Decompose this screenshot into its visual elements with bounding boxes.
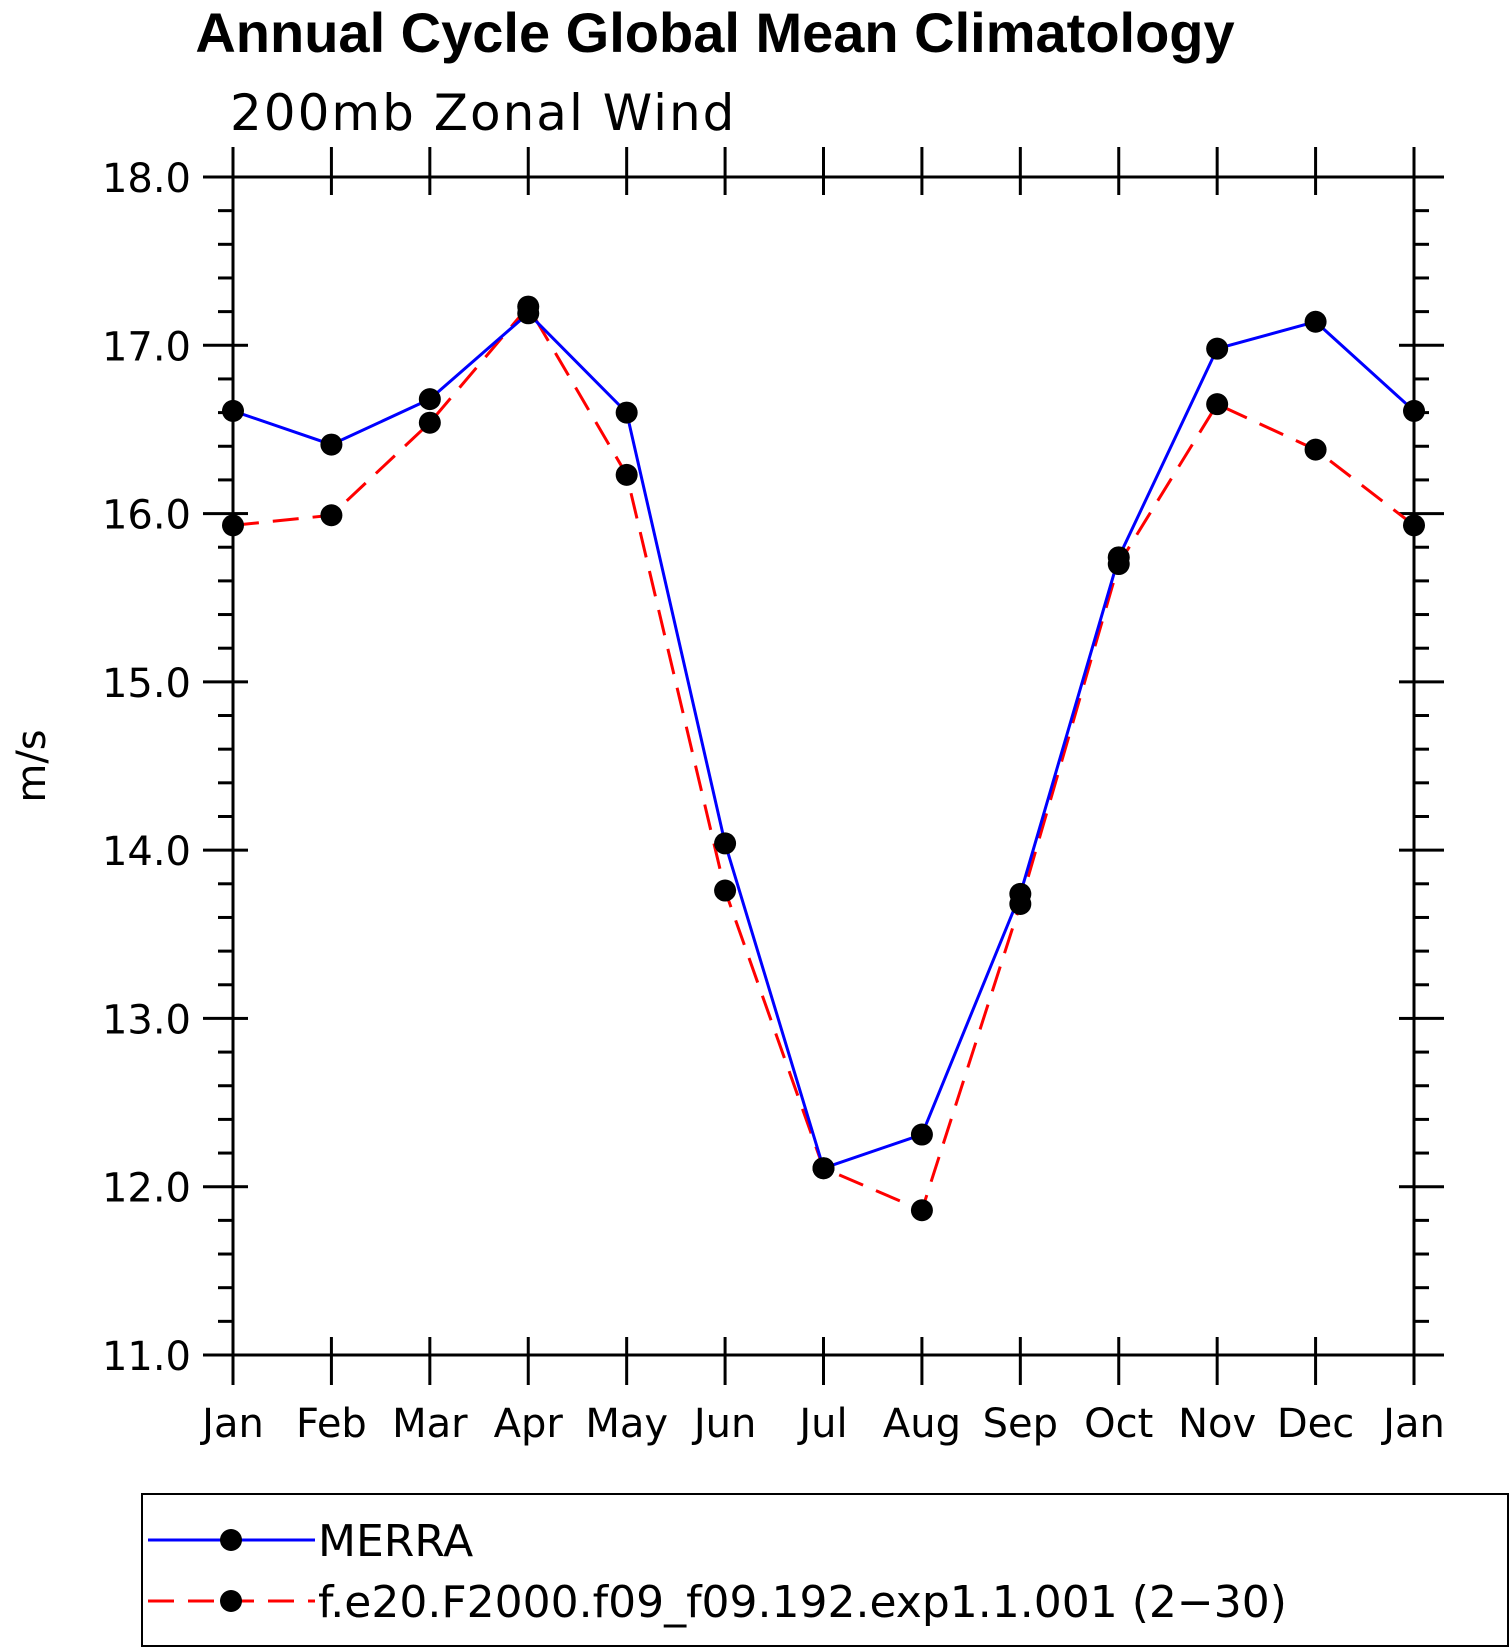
x-tick-label: Mar (392, 1401, 468, 1447)
series-0-point (320, 433, 343, 456)
chart-title: Annual Cycle Global Mean Climatology (195, 1, 1235, 64)
plot-frame (231, 175, 1416, 1357)
legend-box (141, 1493, 1509, 1647)
x-tick-label: Jun (691, 1401, 757, 1447)
series-0-point (1304, 310, 1327, 333)
x-tick-label: Jan (199, 1401, 264, 1447)
series-1-point (910, 1199, 933, 1222)
y-tick-label: 13.0 (102, 997, 191, 1043)
series-1-point (1009, 892, 1032, 915)
y-tick-label: 15.0 (102, 661, 191, 707)
axis-labels: Jan Feb Mar Apr May Jun Jul Aug Sep Oct Nov Dec Jan1… (102, 156, 1445, 1447)
y-tick-label: 14.0 (102, 829, 191, 875)
y-tick-label: 18.0 (102, 156, 191, 202)
series-1-point (1304, 438, 1327, 461)
y-tick-label: 12.0 (102, 1166, 191, 1212)
legend-marker-1 (220, 1590, 242, 1612)
x-tick-label: Sep (983, 1401, 1058, 1447)
y-tick-label: 16.0 (102, 493, 191, 539)
legend-marker-0 (220, 1529, 242, 1551)
x-tick-label: Jul (796, 1401, 847, 1447)
y-tick-label: 17.0 (102, 324, 191, 370)
legend-label-0: MERRA (318, 1516, 473, 1567)
x-tick-label: Oct (1084, 1401, 1153, 1447)
series-1-point (1107, 553, 1130, 576)
y-tick-label: 11.0 (102, 1334, 191, 1380)
x-tick-label: Apr (494, 1401, 564, 1447)
x-tick-label: Nov (1178, 1401, 1256, 1447)
axis-ticks (203, 147, 1444, 1385)
series-0-point (714, 832, 737, 855)
series-1-point (1206, 393, 1229, 416)
series-1-point (615, 463, 638, 486)
x-tick-label: Jan (1380, 1401, 1445, 1447)
x-tick-label: Aug (883, 1401, 961, 1447)
series-1-point (320, 504, 343, 527)
series-1-point (517, 295, 540, 318)
series-1-point (714, 879, 737, 902)
series-0-point (418, 388, 441, 411)
series-0-point (615, 401, 638, 424)
x-tick-label: Dec (1277, 1401, 1354, 1447)
series-0-point (1206, 337, 1229, 360)
legend: MERRA f.e20.F2000.f09_f09.192.exp1.1.001 … (141, 1493, 1509, 1647)
x-tick-label: May (585, 1401, 668, 1447)
series-0-point (910, 1123, 933, 1146)
x-tick-label: Feb (296, 1401, 367, 1447)
series-layer (222, 295, 1425, 1222)
series-line-1 (232, 303, 1415, 1213)
series-1-point (418, 411, 441, 434)
chart-subtitle: 200mb Zonal Wind (230, 84, 737, 142)
series-1-point (812, 1157, 835, 1180)
legend-label-1: f.e20.F2000.f09_f09.192.exp1.1.001 (2−30… (318, 1577, 1287, 1628)
y-axis-label: m/s (9, 729, 55, 802)
